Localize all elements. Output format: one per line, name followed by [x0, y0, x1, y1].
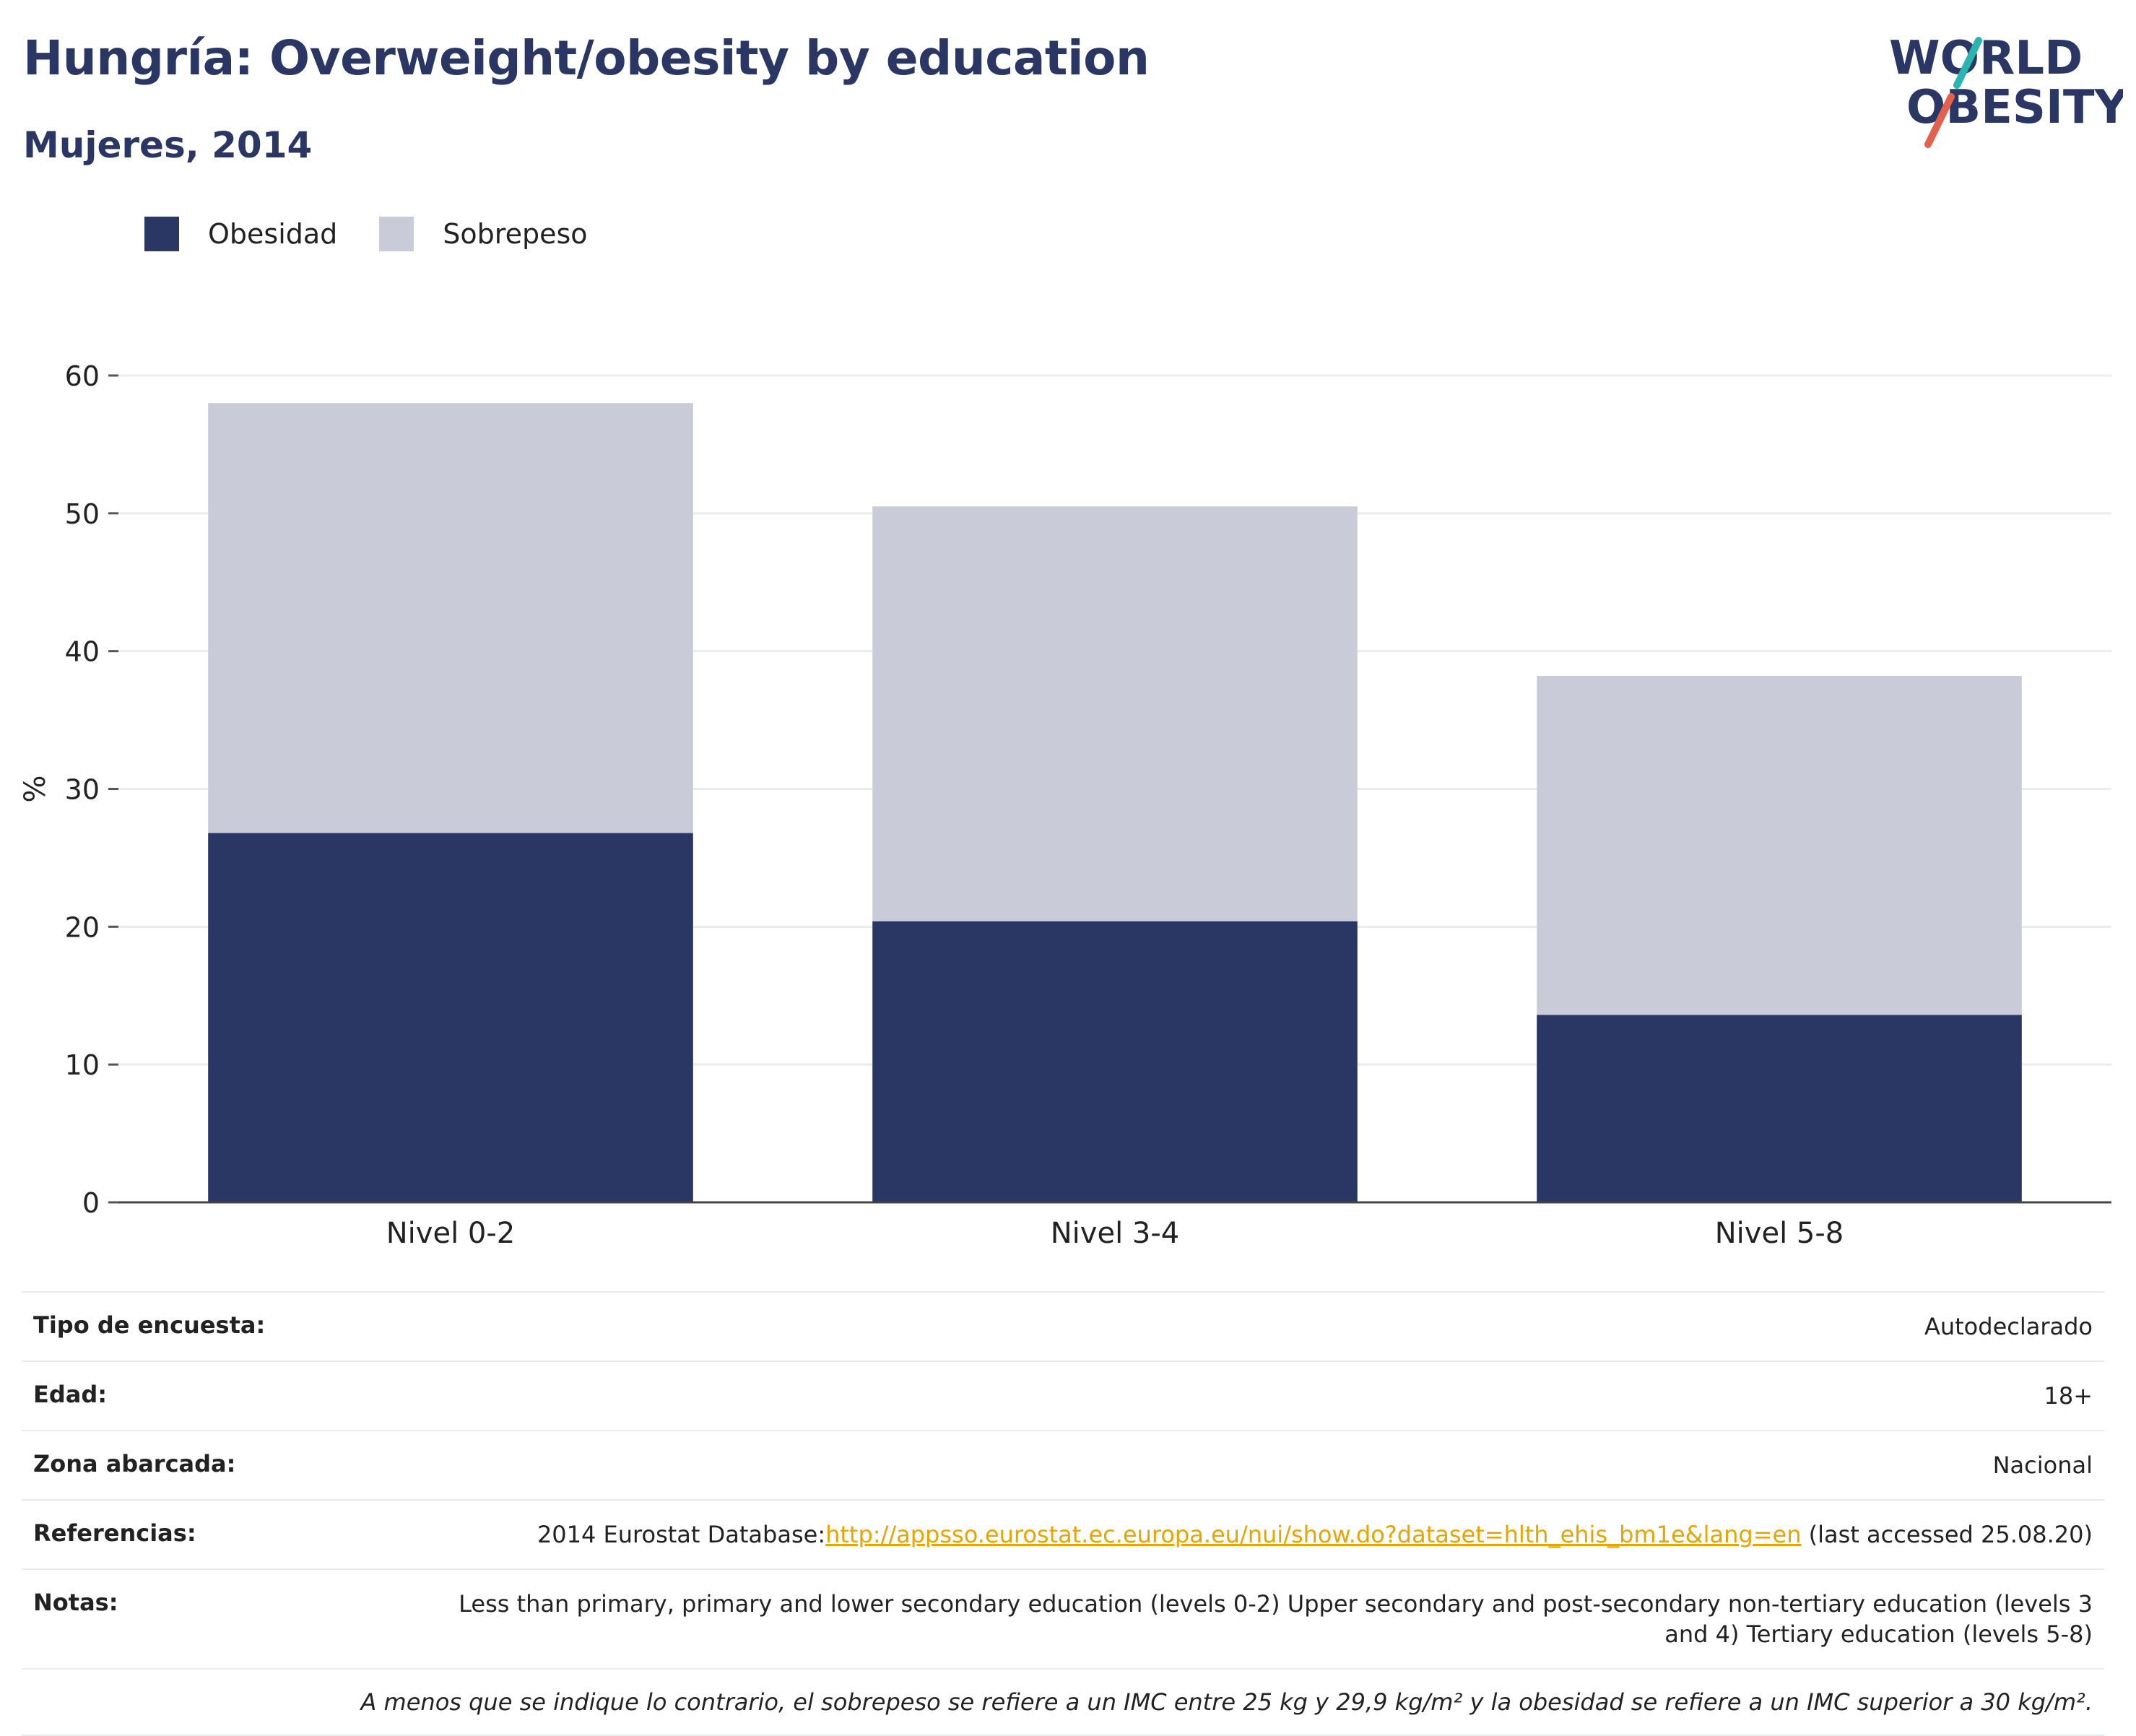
bar-obesidad-2: [872, 921, 1358, 1202]
info-label: Tipo de encuesta:: [33, 1311, 266, 1339]
reference-prefix: 2014 Eurostat Database:: [537, 1521, 826, 1548]
legend-swatch-obesidad: [144, 217, 179, 251]
legend-label-obesidad: Obesidad: [208, 218, 338, 250]
y-tick-label: 10: [65, 1049, 100, 1081]
x-tick-label: Nivel 5-8: [1715, 1217, 1844, 1250]
page-title: Hungría: Overweight/obesity by education: [23, 30, 1150, 86]
bar-sobrepeso-1: [208, 403, 693, 833]
y-tick-label: 40: [65, 636, 100, 668]
info-row-age: Edad: 18+: [22, 1360, 2104, 1430]
x-tick-label: Nivel 3-4: [1051, 1217, 1179, 1250]
legend-swatch-sobrepeso: [379, 217, 414, 251]
info-row-notes: Notas: Less than primary, primary and lo…: [22, 1568, 2104, 1668]
info-table: Tipo de encuesta: Autodeclarado Edad: 18…: [22, 1291, 2104, 1736]
reference-suffix: (last accessed 25.08.20): [1801, 1521, 2093, 1548]
info-row-references: Referencias: 2014 Eurostat Database:http…: [22, 1499, 2104, 1568]
info-label: Referencias:: [33, 1519, 196, 1547]
y-tick-label: 50: [65, 498, 100, 530]
info-value: Autodeclarado: [1924, 1313, 2093, 1340]
x-tick-label: Nivel 0-2: [386, 1217, 515, 1250]
bar-sobrepeso-3: [1537, 676, 2022, 1015]
info-label: Notas:: [33, 1589, 118, 1616]
info-value: Less than primary, primary and lower sec…: [459, 1590, 2093, 1648]
y-tick-label: 0: [82, 1187, 100, 1219]
world-obesity-logo: WORLD OBESITY: [1889, 32, 2123, 148]
logo-line-1: WORLD: [1889, 32, 2083, 85]
page-subtitle: Mujeres, 2014: [23, 124, 313, 166]
y-tick-label: 60: [65, 360, 100, 392]
bar-sobrepeso-2: [872, 506, 1358, 921]
legend-item-sobrepeso: Sobrepeso: [379, 217, 588, 251]
info-label: Edad:: [33, 1381, 108, 1408]
stacked-bar-chart: 0 10 20 30 40 50 60% Nivel 0-2 Nivel 3-4 Nivel 5-…: [19, 360, 2111, 1250]
y-axis-label: %: [19, 775, 52, 802]
legend-label-sobrepeso: Sobrepeso: [443, 218, 588, 250]
bar-obesidad-1: [208, 833, 693, 1202]
footnote: A menos que se indique lo contrario, el …: [22, 1668, 2104, 1736]
info-row-survey-type: Tipo de encuesta: Autodeclarado: [22, 1291, 2104, 1360]
info-value: 2014 Eurostat Database:http://appsso.eur…: [537, 1519, 2093, 1550]
legend-item-obesidad: Obesidad: [144, 217, 337, 251]
info-value: 18+: [2044, 1382, 2093, 1410]
y-tick-label: 30: [65, 774, 100, 806]
info-value: Nacional: [1992, 1451, 2093, 1479]
y-tick-label: 20: [65, 911, 100, 943]
reference-link[interactable]: http://appsso.eurostat.ec.europa.eu/nui/…: [825, 1521, 1802, 1548]
chart-legend: Obesidad Sobrepeso: [144, 217, 630, 251]
bar-obesidad-3: [1537, 1015, 2022, 1202]
info-row-area: Zona abarcada: Nacional: [22, 1430, 2104, 1499]
info-label: Zona abarcada:: [33, 1450, 236, 1477]
